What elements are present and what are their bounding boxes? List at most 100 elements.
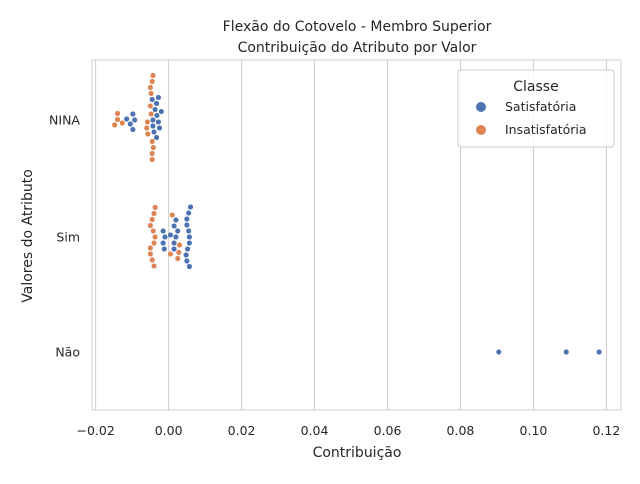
point-satisfatoria-nina bbox=[153, 134, 160, 141]
point-insatisfatoria-sim bbox=[167, 250, 174, 258]
y-axis-label: Valores do Atributo bbox=[20, 169, 36, 303]
point-insatisfatoria-nina bbox=[147, 102, 154, 110]
point-satisfatoria-nina bbox=[129, 126, 136, 133]
point-insatisfatoria-nina bbox=[147, 84, 154, 91]
point-insatisfatoria-nina bbox=[144, 118, 151, 126]
x-tick-label: 0.12 bbox=[592, 423, 620, 438]
point-insatisfatoria-sim bbox=[147, 222, 154, 229]
point-insatisfatoria-sim bbox=[152, 233, 159, 241]
x-tick-label: 0.10 bbox=[520, 423, 548, 438]
point-insatisfatoria-nina bbox=[114, 116, 121, 123]
data-points bbox=[111, 72, 603, 356]
point-satisfatoria-nina bbox=[123, 115, 130, 123]
point-satisfatoria-sim bbox=[171, 245, 178, 253]
point-satisfatoria-sim bbox=[183, 221, 190, 229]
chart-title: Flexão do Cotovelo - Membro Superior bbox=[223, 19, 492, 35]
x-tick-label: 0.04 bbox=[301, 423, 329, 438]
point-satisfatoria-sim bbox=[186, 233, 193, 241]
point-satisfatoria-sim bbox=[187, 203, 194, 211]
point-satisfatoria-sim bbox=[172, 233, 179, 241]
point-satisfatoria-nina bbox=[149, 116, 156, 124]
point-satisfatoria-sim bbox=[183, 257, 190, 265]
point-insatisfatoria-nina bbox=[149, 78, 156, 85]
legend-label-insatisfatoria: Insatisfatória bbox=[505, 122, 587, 137]
point-satisfatoria-nina bbox=[153, 100, 160, 107]
point-satisfatoria-nina bbox=[155, 94, 162, 101]
point-insatisfatoria-nina bbox=[143, 124, 150, 132]
point-satisfatoria-nina bbox=[127, 120, 134, 128]
x-axis-label: Contribuição bbox=[313, 445, 402, 461]
x-tick-label: −0.02 bbox=[76, 423, 114, 438]
point-satisfatoria-nina bbox=[131, 116, 138, 124]
point-satisfatoria-sim bbox=[171, 239, 178, 247]
point-satisfatoria-sim bbox=[161, 233, 169, 241]
point-satisfatoria-sim bbox=[172, 216, 179, 224]
point-satisfatoria-sim bbox=[186, 263, 193, 270]
point-satisfatoria-sim bbox=[160, 227, 167, 235]
point-satisfatoria-sim bbox=[167, 231, 174, 239]
point-satisfatoria-sim bbox=[183, 251, 190, 259]
point-satisfatoria-nina bbox=[129, 110, 136, 118]
point-insatisfatoria-nina bbox=[149, 138, 156, 145]
point-satisfatoria-nina bbox=[149, 96, 156, 103]
point-insatisfatoria-sim bbox=[175, 249, 182, 256]
point-satisfatoria-nao bbox=[495, 348, 502, 356]
x-tick-label: 0.00 bbox=[155, 423, 183, 438]
point-satisfatoria-sim bbox=[186, 239, 193, 247]
y-tick-label-nao: Não bbox=[55, 345, 80, 360]
point-satisfatoria-sim bbox=[171, 222, 178, 230]
point-insatisfatoria-nina bbox=[148, 90, 155, 97]
point-satisfatoria-nina bbox=[153, 112, 160, 119]
point-insatisfatoria-nina bbox=[144, 130, 151, 138]
point-insatisfatoria-sim bbox=[152, 204, 159, 211]
point-satisfatoria-nina bbox=[152, 106, 159, 113]
y-tick-label-nina: NINA bbox=[49, 113, 80, 128]
point-insatisfatoria-nina bbox=[149, 72, 156, 79]
point-satisfatoria-nao bbox=[563, 348, 570, 356]
point-satisfatoria-nina bbox=[155, 118, 162, 126]
point-insatisfatoria-sim bbox=[150, 210, 158, 217]
point-insatisfatoria-sim bbox=[149, 216, 156, 223]
point-insatisfatoria-sim bbox=[174, 255, 181, 262]
point-satisfatoria-sim bbox=[161, 245, 168, 253]
point-satisfatoria-nao bbox=[596, 348, 603, 356]
point-satisfatoria-sim bbox=[185, 209, 192, 217]
point-satisfatoria-sim bbox=[184, 245, 191, 253]
point-satisfatoria-sim bbox=[183, 215, 190, 223]
y-tick-label-sim: Sim bbox=[56, 230, 80, 245]
legend-marker-insatisfatoria bbox=[476, 125, 486, 135]
x-tick-label: 0.06 bbox=[374, 423, 402, 438]
x-axis-ticks: −0.02 0.00 0.02 0.04 0.06 0.08 0.10 0.12 bbox=[76, 423, 620, 438]
point-insatisfatoria-sim bbox=[147, 250, 154, 258]
point-insatisfatoria-sim bbox=[169, 211, 176, 219]
point-insatisfatoria-nina bbox=[149, 156, 156, 163]
point-satisfatoria-nina bbox=[156, 124, 163, 132]
point-satisfatoria-nina bbox=[150, 128, 158, 136]
point-insatisfatoria-sim bbox=[150, 227, 157, 235]
point-satisfatoria-sim bbox=[174, 227, 181, 235]
point-insatisfatoria-nina bbox=[149, 150, 156, 157]
point-insatisfatoria-sim bbox=[149, 256, 156, 264]
point-insatisfatoria-nina bbox=[111, 121, 118, 129]
point-insatisfatoria-sim bbox=[150, 262, 158, 270]
plot-frame bbox=[91, 59, 622, 411]
point-insatisfatoria-nina bbox=[148, 110, 155, 118]
point-satisfatoria-sim bbox=[185, 227, 192, 235]
point-insatisfatoria-nina bbox=[150, 144, 157, 151]
point-insatisfatoria-sim bbox=[176, 241, 183, 249]
point-insatisfatoria-sim bbox=[147, 244, 154, 252]
point-insatisfatoria-nina bbox=[119, 119, 126, 127]
legend-title: Classe bbox=[513, 79, 558, 95]
x-tick-label: 0.02 bbox=[228, 423, 256, 438]
point-insatisfatoria-sim bbox=[150, 239, 158, 247]
x-tick-label: 0.08 bbox=[447, 423, 475, 438]
point-insatisfatoria-nina bbox=[114, 110, 121, 117]
legend-marker-satisfatoria bbox=[476, 102, 486, 112]
legend: Classe Satisfatória Insatisfatória bbox=[457, 69, 615, 148]
legend-label-satisfatoria: Satisfatória bbox=[505, 99, 576, 114]
legend-box bbox=[457, 69, 615, 148]
point-satisfatoria-nina bbox=[158, 108, 165, 115]
y-axis-ticks: NINA Sim Não bbox=[49, 113, 80, 360]
